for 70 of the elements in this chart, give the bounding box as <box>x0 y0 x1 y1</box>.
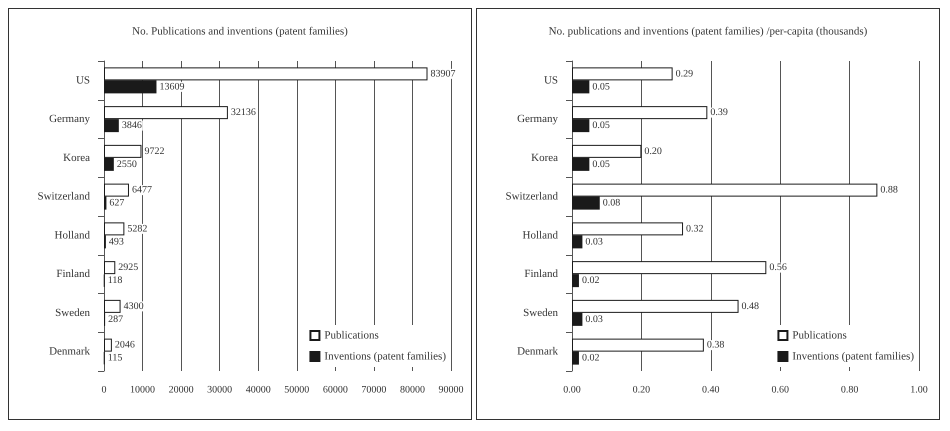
y-tick-label: Germany <box>517 113 558 126</box>
data-label: 2550 <box>116 158 137 170</box>
x-tick-label: 60000 <box>322 384 348 396</box>
data-label: 0.38 <box>706 340 724 351</box>
y-tick-label: Germany <box>49 113 90 126</box>
data-label: 0.05 <box>592 158 610 170</box>
y-tick-label: Sweden <box>55 306 90 319</box>
y-tick-label: Holland <box>54 229 90 242</box>
legend-label: Inventions (patent families) <box>792 350 914 362</box>
y-tick-label: Korea <box>63 152 90 164</box>
data-label: 13609 <box>159 81 184 92</box>
x-tick-label: 0.60 <box>771 384 789 396</box>
data-label: 0.56 <box>769 262 787 274</box>
data-label: 0.05 <box>592 81 610 92</box>
data-label: 118 <box>108 275 122 286</box>
data-label: 6477 <box>132 184 152 196</box>
x-tick-label: 10000 <box>130 384 156 396</box>
x-tick-label: 70000 <box>361 384 386 396</box>
data-label: 287 <box>108 314 124 325</box>
data-label: 83907 <box>430 68 456 80</box>
data-label: 2925 <box>118 262 138 274</box>
x-tick-label: 0.80 <box>840 384 858 396</box>
data-label: 0.88 <box>880 184 898 196</box>
x-tick-label: 40000 <box>246 384 271 396</box>
data-label: 115 <box>108 352 122 364</box>
data-label: 627 <box>109 198 124 209</box>
data-label: 2046 <box>114 340 135 351</box>
y-tick-label: Holland <box>522 229 558 242</box>
data-label: 0.03 <box>585 314 603 325</box>
x-tick-label: 50000 <box>284 384 310 396</box>
data-label: 0.03 <box>585 236 603 248</box>
legend-label: Inventions (patent families) <box>324 350 446 362</box>
y-tick-label: Switzerland <box>505 190 558 203</box>
chart-title: No. publications and inventions (patent families) /per-capita (thousands) <box>548 26 868 38</box>
y-tick-label: US <box>544 74 558 86</box>
x-tick-label: 0 <box>102 384 106 396</box>
data-label: 0.20 <box>644 146 662 157</box>
y-tick-label: Switzerland <box>37 190 90 203</box>
chart-title: No. Publications and inventions (patent families) <box>132 26 348 38</box>
y-tick-label: Finland <box>56 268 90 280</box>
data-label: 0.32 <box>686 223 704 234</box>
x-tick-label: 30000 <box>207 384 232 396</box>
data-label: 0.02 <box>582 275 600 286</box>
x-tick-label: 0.40 <box>702 384 720 396</box>
x-tick-label: 90000 <box>438 384 464 396</box>
data-label: 3846 <box>122 120 142 132</box>
x-tick-label: 0.00 <box>563 384 581 396</box>
data-label: 4300 <box>124 300 144 312</box>
data-label: 0.39 <box>710 107 728 118</box>
data-label: 0.08 <box>602 198 620 209</box>
x-tick-label: 1.00 <box>910 384 928 396</box>
data-label: 32136 <box>230 107 256 118</box>
data-label: 0.02 <box>582 352 600 364</box>
y-tick-label: Denmark <box>517 346 558 358</box>
data-label: 9722 <box>144 146 164 157</box>
data-label: 0.29 <box>676 68 694 80</box>
data-label: 0.48 <box>742 300 760 312</box>
legend-label: Publications <box>792 330 847 342</box>
legend-label: Publications <box>324 330 379 342</box>
x-tick-label: 20000 <box>168 384 194 396</box>
data-label: 0.05 <box>592 120 610 132</box>
y-tick-label: Sweden <box>523 306 558 319</box>
y-tick-label: US <box>76 74 90 86</box>
x-tick-label: 0.20 <box>632 384 650 396</box>
y-tick-label: Korea <box>531 152 558 164</box>
x-tick-label: 80000 <box>400 384 425 396</box>
data-label: 5282 <box>127 223 148 234</box>
y-tick-label: Finland <box>524 268 558 280</box>
data-label: 493 <box>108 236 124 248</box>
y-tick-label: Denmark <box>49 346 90 358</box>
